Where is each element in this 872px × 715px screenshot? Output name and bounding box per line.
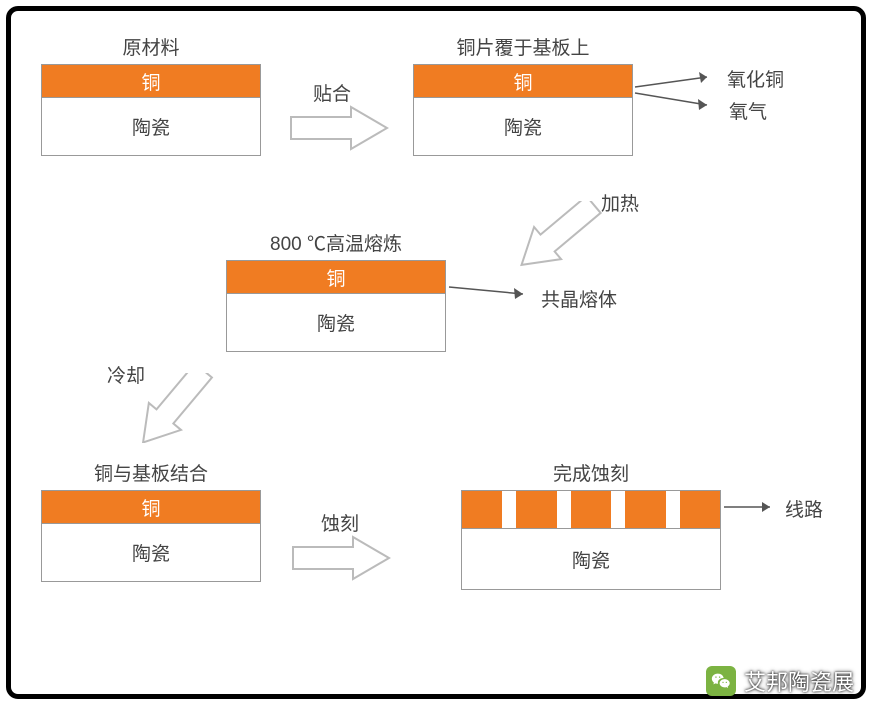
stage2-out-arrow2: [633, 87, 723, 127]
diagram-frame: 原材料 铜 陶瓷 贴合 铜片覆于基板上 铜 陶瓷 氧化铜 氧气 加热 800 ℃…: [6, 6, 866, 699]
arrow3-icon: [117, 373, 227, 443]
stage2-ceramic: 陶瓷: [413, 98, 633, 156]
stage4-copper: 铜: [41, 490, 261, 524]
arrow4-icon: [291, 535, 391, 581]
stage3-out: 共晶熔体: [541, 285, 617, 312]
arrow1-label: 贴合: [313, 79, 351, 106]
watermark-text: 艾邦陶瓷展: [744, 665, 854, 697]
wechat-icon: [706, 666, 736, 696]
stage2-copper: 铜: [413, 64, 633, 98]
stage3-ceramic: 陶瓷: [226, 294, 446, 352]
stage-high-temp-melt: 800 ℃高温熔炼 铜 陶瓷: [226, 229, 446, 352]
stage-copper-on-substrate: 铜片覆于基板上 铜 陶瓷: [413, 33, 633, 156]
stage5-out-arrow: [722, 499, 782, 515]
stage-bonded: 铜与基板结合 铜 陶瓷: [41, 459, 261, 582]
stage1-title: 原材料: [41, 33, 261, 60]
stage1-copper: 铜: [41, 64, 261, 98]
stage-etched: 完成蚀刻 陶瓷: [461, 459, 721, 590]
stage1-ceramic: 陶瓷: [41, 98, 261, 156]
stage5-ceramic: 陶瓷: [461, 528, 721, 590]
stage3-title: 800 ℃高温熔炼: [226, 229, 446, 256]
stage2-out1: 氧化铜: [727, 65, 784, 92]
stage2-title: 铜片覆于基板上: [413, 33, 633, 60]
stage4-ceramic: 陶瓷: [41, 524, 261, 582]
stage-raw-materials: 原材料 铜 陶瓷: [41, 33, 261, 156]
stage4-title: 铜与基板结合: [41, 459, 261, 486]
stage5-title: 完成蚀刻: [461, 459, 721, 486]
stage5-out: 线路: [785, 495, 823, 522]
stage2-out2: 氧气: [729, 97, 767, 124]
arrow1-icon: [289, 105, 389, 151]
stage5-etched-pattern: [461, 490, 721, 528]
stage3-out-arrow: [447, 281, 537, 301]
arrow2-icon: [501, 201, 611, 271]
stage3-copper: 铜: [226, 260, 446, 294]
watermark: 艾邦陶瓷展: [706, 665, 854, 697]
arrow4-label: 蚀刻: [321, 509, 359, 536]
